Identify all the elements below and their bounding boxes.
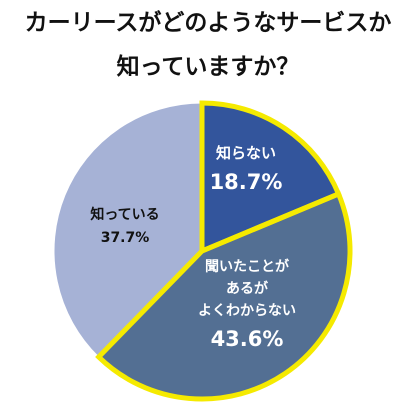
pie-slice-1-label-line-1: 知らない xyxy=(216,144,276,162)
pie-slice-3-label-line-1: 知っている xyxy=(90,206,159,223)
pie-slice-2-highlight-outline xyxy=(95,190,353,402)
pie-slice-2-label-line-1: 聞いたことが xyxy=(205,258,290,275)
chart-title-line-2: 知っていますか？ xyxy=(116,54,300,80)
pie-slice-2-label-line-3: よくわからない xyxy=(198,303,296,319)
pie-slice-3-value-label: 37.7% xyxy=(101,230,150,246)
pie-slice-2-value-label: 43.6% xyxy=(211,327,284,351)
chart-title-line-1: カーリースがどのようなサービスか xyxy=(24,10,392,36)
pie-slice-1-value-label: 18.7% xyxy=(210,170,283,194)
pie-slice-3 xyxy=(53,102,203,358)
pie-slice-2-label-line-2: あるが xyxy=(226,280,269,297)
pie-slice-1-highlight-outline xyxy=(199,100,342,255)
